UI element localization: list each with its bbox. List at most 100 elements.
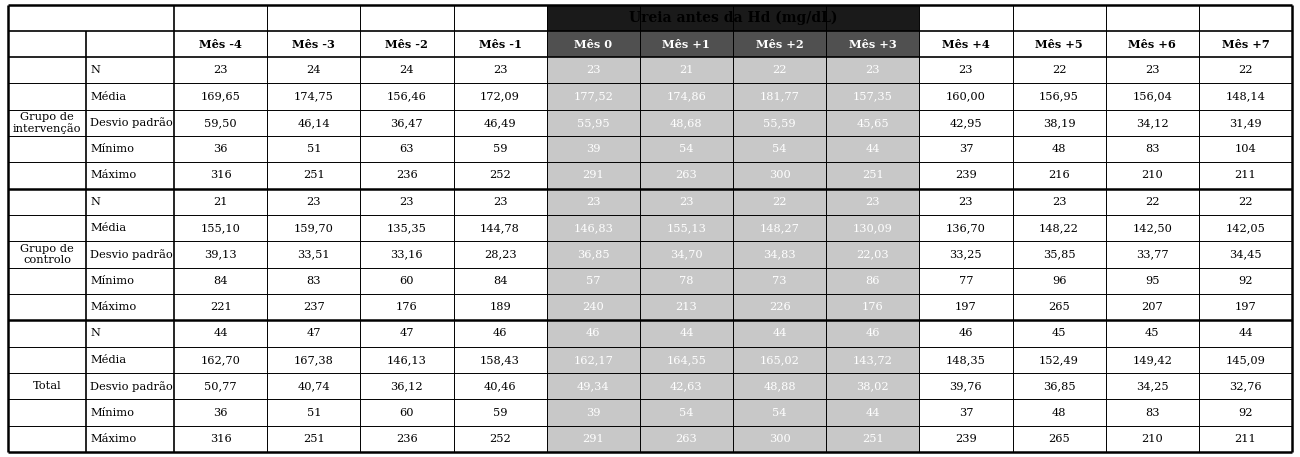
Text: 39: 39 (586, 144, 601, 154)
Text: 54: 54 (679, 144, 694, 154)
Text: 83: 83 (1145, 144, 1160, 154)
Text: 23: 23 (866, 65, 880, 75)
Text: 48,88: 48,88 (763, 381, 796, 391)
Text: Mês 0: Mês 0 (575, 38, 612, 49)
Text: 210: 210 (1141, 170, 1164, 181)
Text: 33,25: 33,25 (949, 250, 983, 260)
Text: 251: 251 (303, 170, 325, 181)
Text: 51: 51 (307, 408, 321, 418)
Text: 34,45: 34,45 (1228, 250, 1262, 260)
Bar (733, 31, 827, 57)
Text: 48,68: 48,68 (670, 118, 703, 128)
Text: 143,72: 143,72 (853, 355, 893, 365)
Text: 46: 46 (866, 329, 880, 339)
Bar (640, 5, 733, 31)
Text: 37: 37 (958, 144, 974, 154)
Bar (733, 57, 827, 452)
Text: Mínimo: Mínimo (90, 276, 134, 286)
Text: 55,95: 55,95 (577, 118, 610, 128)
Text: 165,02: 165,02 (759, 355, 800, 365)
Text: Média: Média (90, 355, 126, 365)
Text: 23: 23 (493, 65, 507, 75)
Text: 45: 45 (1145, 329, 1160, 339)
Text: 46: 46 (493, 329, 507, 339)
Text: 136,70: 136,70 (946, 223, 985, 233)
Text: 63: 63 (399, 144, 415, 154)
Text: Ureia antes da Hd (mg/dL): Ureia antes da Hd (mg/dL) (629, 11, 837, 25)
Text: 156,46: 156,46 (387, 91, 426, 101)
Text: 155,10: 155,10 (200, 223, 240, 233)
Bar (8, 5, 1292, 31)
Text: Grupo de
controlo: Grupo de controlo (20, 244, 74, 266)
Text: 44: 44 (866, 144, 880, 154)
Text: 31,49: 31,49 (1228, 118, 1262, 128)
Text: 48: 48 (1052, 408, 1066, 418)
Text: 39,76: 39,76 (949, 381, 983, 391)
Text: 50,77: 50,77 (204, 381, 237, 391)
Text: 45: 45 (1052, 329, 1066, 339)
Text: 34,25: 34,25 (1136, 381, 1169, 391)
Text: 189: 189 (489, 302, 511, 312)
Text: 83: 83 (307, 276, 321, 286)
Text: 23: 23 (586, 197, 601, 207)
Text: 169,65: 169,65 (200, 91, 240, 101)
Text: 176: 176 (862, 302, 884, 312)
Text: 38,19: 38,19 (1043, 118, 1075, 128)
Bar (8, 31, 1292, 57)
Bar (640, 57, 733, 452)
Text: 23: 23 (1145, 65, 1160, 75)
Text: 240: 240 (582, 302, 604, 312)
Text: 46: 46 (958, 329, 974, 339)
Text: 162,70: 162,70 (200, 355, 240, 365)
Text: 95: 95 (1145, 276, 1160, 286)
Text: 130,09: 130,09 (853, 223, 893, 233)
Text: 22: 22 (772, 197, 786, 207)
Text: 23: 23 (1052, 197, 1066, 207)
Text: 33,16: 33,16 (390, 250, 424, 260)
Text: Mínimo: Mínimo (90, 408, 134, 418)
Text: 44: 44 (1238, 329, 1253, 339)
Text: 291: 291 (582, 170, 604, 181)
Text: 42,95: 42,95 (949, 118, 983, 128)
Text: 158,43: 158,43 (480, 355, 520, 365)
Text: 23: 23 (307, 197, 321, 207)
Text: 148,14: 148,14 (1226, 91, 1265, 101)
Text: N: N (90, 329, 100, 339)
Text: 34,83: 34,83 (763, 250, 796, 260)
Text: 47: 47 (307, 329, 321, 339)
Text: Mês +5: Mês +5 (1035, 38, 1083, 49)
Text: Mês -4: Mês -4 (199, 38, 242, 49)
Text: Máximo: Máximo (90, 170, 136, 181)
Text: 33,77: 33,77 (1136, 250, 1169, 260)
Text: 156,04: 156,04 (1132, 91, 1173, 101)
Text: 148,35: 148,35 (946, 355, 985, 365)
Text: 92: 92 (1238, 276, 1253, 286)
Text: 44: 44 (679, 329, 694, 339)
Text: 23: 23 (958, 197, 974, 207)
Text: 263: 263 (676, 170, 697, 181)
Text: 54: 54 (772, 144, 786, 154)
Text: 146,83: 146,83 (573, 223, 614, 233)
Text: 148,27: 148,27 (759, 223, 800, 233)
Text: 73: 73 (772, 276, 786, 286)
Text: 22: 22 (772, 65, 786, 75)
Text: Mês -3: Mês -3 (292, 38, 335, 49)
Bar (827, 31, 919, 57)
Text: 78: 78 (679, 276, 694, 286)
Text: Mês +1: Mês +1 (663, 38, 710, 49)
Text: 300: 300 (768, 170, 790, 181)
Bar (547, 5, 640, 31)
Text: 21: 21 (213, 197, 228, 207)
Text: 174,75: 174,75 (294, 91, 334, 101)
Text: 148,22: 148,22 (1039, 223, 1079, 233)
Text: Mínimo: Mínimo (90, 144, 134, 154)
Text: 46,14: 46,14 (298, 118, 330, 128)
Text: 28,23: 28,23 (484, 250, 516, 260)
Text: 23: 23 (493, 197, 507, 207)
Text: Mês -2: Mês -2 (386, 38, 429, 49)
Text: 96: 96 (1052, 276, 1066, 286)
Text: 207: 207 (1141, 302, 1164, 312)
Text: 155,13: 155,13 (667, 223, 706, 233)
Text: 142,05: 142,05 (1226, 223, 1265, 233)
Text: Mês +7: Mês +7 (1222, 38, 1269, 49)
